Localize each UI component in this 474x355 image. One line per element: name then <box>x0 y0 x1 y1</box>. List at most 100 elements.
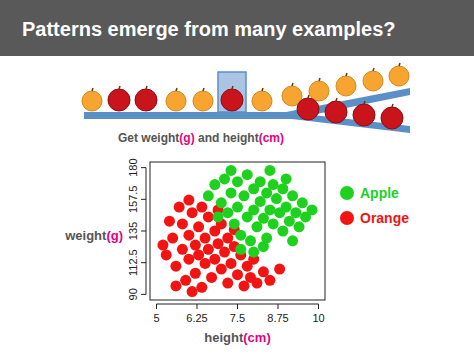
title-bar <box>0 0 474 56</box>
orange-fruit <box>166 91 186 111</box>
point <box>232 202 243 213</box>
apple-fruit <box>108 89 130 111</box>
point <box>307 204 318 215</box>
apple-fruit <box>221 89 243 111</box>
point <box>170 280 181 291</box>
stem <box>119 86 120 89</box>
x-tick <box>237 304 238 309</box>
point <box>203 244 214 255</box>
scanner-box <box>218 72 246 112</box>
point <box>161 249 172 260</box>
point <box>200 258 211 269</box>
point <box>264 204 275 215</box>
point <box>164 216 175 227</box>
point <box>235 244 246 255</box>
point <box>209 179 220 190</box>
page: {"chart_data": {"type": "scatter", "titl… <box>0 0 474 355</box>
point <box>170 261 181 272</box>
y-tick-label: 90 <box>127 288 139 300</box>
y-tick <box>141 294 146 295</box>
point <box>268 218 279 229</box>
x-tick <box>318 304 319 309</box>
stem <box>399 63 400 66</box>
title: Patterns emerge from many examples? <box>22 18 396 40</box>
x-tick <box>196 304 197 309</box>
point <box>294 221 305 232</box>
point <box>167 233 178 244</box>
point <box>183 230 194 241</box>
y-tick-label: 112.5 <box>127 249 139 276</box>
annotation-part: Get weight <box>118 131 179 145</box>
point <box>183 195 194 206</box>
point <box>219 247 230 258</box>
y-tick-label: 157.5 <box>127 186 139 214</box>
y-axis-label-part: weight <box>64 228 107 243</box>
y-tick-label: 135 <box>127 222 139 240</box>
x-tick-label: 6.25 <box>186 312 207 324</box>
legend: AppleOrange <box>340 185 409 226</box>
point <box>187 207 198 218</box>
x-tick <box>156 304 157 309</box>
point <box>213 211 224 222</box>
legend-marker <box>340 211 354 225</box>
x-tick-label: 10 <box>312 312 324 324</box>
stem <box>203 88 204 91</box>
x-tick-label: 8.75 <box>267 312 288 324</box>
orange-fruit <box>336 76 356 96</box>
stem <box>232 86 233 89</box>
point <box>193 221 204 232</box>
point <box>177 218 188 229</box>
point <box>222 207 233 218</box>
apple-fruit <box>325 101 347 123</box>
point <box>251 278 262 289</box>
annotation: Get weight(g) and height(cm) <box>118 131 284 145</box>
x-tick-label: 7.5 <box>230 312 245 324</box>
illustration <box>82 63 410 133</box>
point <box>206 272 217 283</box>
belt <box>84 112 292 119</box>
apple-fruit <box>353 104 375 126</box>
point <box>203 190 214 201</box>
y-tick <box>141 231 146 232</box>
point <box>226 258 237 269</box>
stem <box>176 88 177 91</box>
stem <box>346 73 347 76</box>
apple-fruit <box>297 98 319 120</box>
legend-label: Apple <box>360 185 399 201</box>
legend-marker <box>340 186 354 200</box>
point <box>271 193 282 204</box>
chart: Patterns emerge from many examples? Get w… <box>0 0 474 355</box>
point <box>190 240 201 251</box>
stem <box>308 95 309 98</box>
point <box>200 233 211 244</box>
orange-fruit <box>193 91 213 111</box>
point <box>287 235 298 246</box>
point <box>229 218 240 229</box>
point <box>177 244 188 255</box>
point <box>174 202 185 213</box>
point <box>281 173 292 184</box>
annotation-part: (cm) <box>259 131 284 145</box>
point <box>209 254 220 265</box>
point <box>248 247 259 258</box>
apple-fruit <box>135 89 157 111</box>
stem <box>146 86 147 89</box>
point <box>222 278 233 289</box>
point <box>183 254 194 265</box>
point <box>268 179 279 190</box>
orange-fruit <box>309 81 329 101</box>
orange-fruit <box>389 66 409 86</box>
orange-fruit <box>363 71 383 91</box>
point <box>232 269 243 280</box>
x-axis-label: height(cm) <box>204 330 270 345</box>
orange-fruit <box>252 91 272 111</box>
stem <box>92 88 93 91</box>
point <box>290 207 301 218</box>
point <box>180 275 191 286</box>
y-axis-label: weight(g) <box>64 228 123 243</box>
annotation-part: and height <box>195 131 259 145</box>
point <box>203 211 214 222</box>
orange-fruit <box>82 91 102 111</box>
point <box>245 235 256 246</box>
stem <box>373 68 374 71</box>
